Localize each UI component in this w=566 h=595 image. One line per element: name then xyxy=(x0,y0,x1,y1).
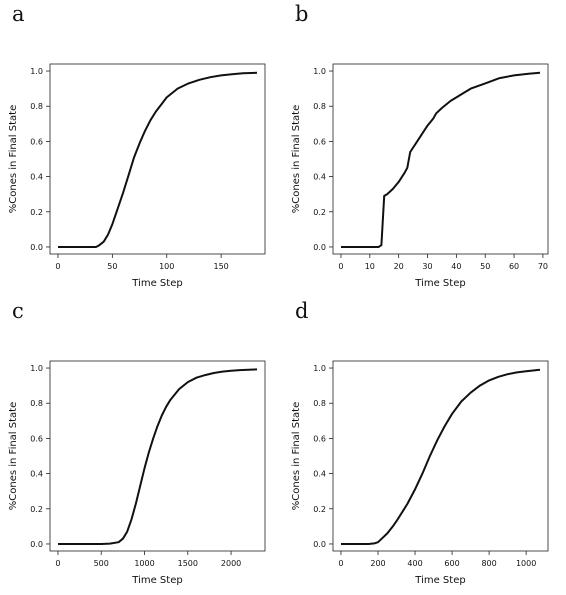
y-tick-label: 0.2 xyxy=(30,208,43,217)
y-tick-label: 0.6 xyxy=(313,434,326,443)
chart-a: 0.0 0.2 0.4 0.6 0.8 1.0 0 50 100 150 Time Step %Con… xyxy=(8,63,266,289)
x-tick-label: 20 xyxy=(394,262,404,271)
x-tick-label: 0 xyxy=(55,262,60,271)
x-tick-label: 1500 xyxy=(178,559,198,568)
y-tick-label: 0.6 xyxy=(313,137,326,146)
x-tick-label: 2000 xyxy=(221,559,241,568)
x-tick-label: 200 xyxy=(370,559,385,568)
panel-label-b: b xyxy=(295,2,309,26)
y-tick-label: 0.8 xyxy=(313,102,326,111)
chart-d: 0.0 0.2 0.4 0.6 0.8 1.0 0 200 400 600 800 1000 Time … xyxy=(291,360,549,586)
series-line xyxy=(58,368,258,545)
x-tick-label: 10 xyxy=(365,262,375,271)
y-tick-label: 1.0 xyxy=(30,67,43,76)
y-tick-label: 0.4 xyxy=(30,470,43,479)
x-tick-label: 800 xyxy=(481,559,496,568)
plot-frame xyxy=(49,63,266,255)
y-tick-label: 0.2 xyxy=(313,208,326,217)
y-tick-label: 1.0 xyxy=(30,364,43,373)
y-tick-label: 0.6 xyxy=(30,137,43,146)
x-axis-label: Time Step xyxy=(414,575,465,586)
y-tick-label: 0.2 xyxy=(313,505,326,514)
y-tick-label: 0.4 xyxy=(313,173,326,182)
y-tick-label: 0.8 xyxy=(313,399,326,408)
x-tick-label: 0 xyxy=(338,559,343,568)
y-tick-label: 0.2 xyxy=(30,505,43,514)
x-axis-label: Time Step xyxy=(131,278,182,289)
x-tick-label: 50 xyxy=(480,262,490,271)
chart-b: 0.0 0.2 0.4 0.6 0.8 1.0 0 10 20 30 40 50 60 70 Time St… xyxy=(291,63,549,289)
x-tick-label: 50 xyxy=(107,262,117,271)
chart-c: 0.0 0.2 0.4 0.6 0.8 1.0 0 500 1000 1500 2000 Time S… xyxy=(8,360,266,586)
x-tick-label: 500 xyxy=(94,559,109,568)
y-axis-label: %Cones in Final State xyxy=(291,402,302,510)
x-tick-label: 0 xyxy=(338,262,343,271)
x-axis-label: Time Step xyxy=(131,575,182,586)
y-axis-label: %Cones in Final State xyxy=(291,105,302,213)
panel-b: b 0.0 0.2 0.4 0.6 0.8 1.0 0 10 20 30 40 50 60 70 Time … xyxy=(283,0,566,297)
y-tick-label: 0.0 xyxy=(313,540,326,549)
plot-frame xyxy=(332,63,549,255)
x-tick-label: 600 xyxy=(444,559,459,568)
panel-c: c 0.0 0.2 0.4 0.6 0.8 1.0 0 500 1000 1500 2000 Time… xyxy=(0,297,283,594)
panel-a: a 0.0 0.2 0.4 0.6 0.8 1.0 0 50 100 150 Time Step %C… xyxy=(0,0,283,297)
series-line xyxy=(58,71,258,248)
y-tick-label: 0.0 xyxy=(313,243,326,252)
series-line xyxy=(341,71,541,248)
plot-frame xyxy=(332,360,549,552)
x-tick-label: 100 xyxy=(159,262,174,271)
x-tick-label: 150 xyxy=(213,262,228,271)
y-tick-label: 1.0 xyxy=(313,364,326,373)
y-tick-label: 0.0 xyxy=(30,243,43,252)
y-tick-label: 0.4 xyxy=(313,470,326,479)
panel-d: d 0.0 0.2 0.4 0.6 0.8 1.0 0 200 400 600 800 1000 Tim… xyxy=(283,297,566,594)
series-line xyxy=(341,368,541,545)
x-tick-label: 0 xyxy=(55,559,60,568)
y-tick-label: 0.8 xyxy=(30,102,43,111)
x-tick-label: 70 xyxy=(538,262,548,271)
y-tick-label: 0.6 xyxy=(30,434,43,443)
plot-frame xyxy=(49,360,266,552)
y-tick-label: 1.0 xyxy=(313,67,326,76)
y-axis-label: %Cones in Final State xyxy=(8,402,19,510)
panel-label-a: a xyxy=(12,2,25,26)
y-tick-label: 0.4 xyxy=(30,173,43,182)
x-tick-label: 30 xyxy=(422,262,432,271)
x-axis-label: Time Step xyxy=(414,278,465,289)
x-tick-label: 60 xyxy=(509,262,519,271)
x-tick-label: 400 xyxy=(407,559,422,568)
x-tick-label: 1000 xyxy=(516,559,536,568)
y-tick-label: 0.0 xyxy=(30,540,43,549)
x-tick-label: 40 xyxy=(451,262,461,271)
y-tick-label: 0.8 xyxy=(30,399,43,408)
y-axis-label: %Cones in Final State xyxy=(8,105,19,213)
x-tick-label: 1000 xyxy=(134,559,154,568)
panel-label-d: d xyxy=(295,299,309,323)
panel-label-c: c xyxy=(12,299,24,323)
